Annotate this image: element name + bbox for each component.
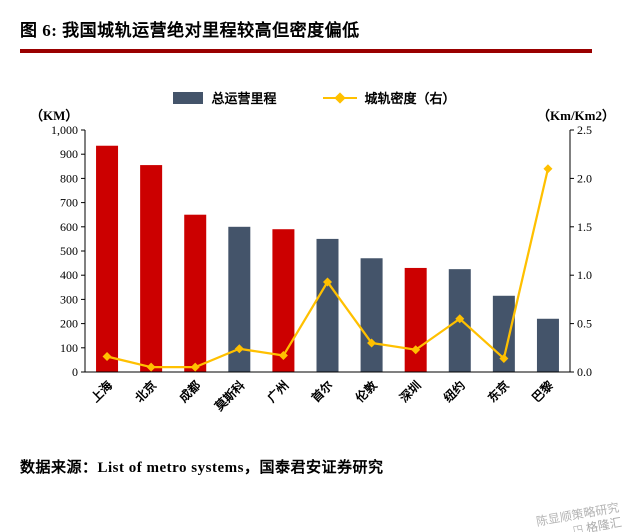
legend-bar-label: 总运营里程 [211, 91, 277, 106]
legend-item-line: 城轨密度（右） [322, 88, 456, 107]
chart-bar [360, 258, 383, 372]
data-source: 数据来源：List of metro systems，国泰君安证券研究 [20, 460, 384, 476]
legend-item-bar: 总运营里程 [173, 88, 277, 107]
tick-label: 0 [72, 365, 78, 379]
tick-label: 200 [60, 317, 78, 331]
chart-bar [272, 229, 295, 372]
legend-line-icon [322, 91, 357, 104]
category-label: 上海 [88, 378, 116, 406]
density-marker [234, 344, 244, 354]
chart-bar [140, 165, 163, 372]
chart-legend: 总运营里程 城轨密度（右） [0, 88, 629, 107]
density-marker [543, 164, 553, 174]
legend-bar-swatch-icon [173, 91, 204, 104]
chart-bar [404, 267, 427, 372]
watermark-logo-icon: ◳ [571, 522, 585, 532]
tick-label: 2.0 [577, 171, 592, 185]
chart-bar [184, 214, 207, 372]
watermark: 陈显顺策略研究 ◳ 格隆汇 [535, 500, 623, 532]
category-label: 伦敦 [352, 377, 380, 405]
tick-label: 0.5 [577, 317, 592, 331]
density-marker [190, 362, 200, 372]
density-marker [367, 338, 377, 348]
category-label: 广州 [264, 378, 292, 406]
combo-chart: 0 100 200 300 400 500 600 700 800 900 1,000 0.0 0.5 1… [51, 123, 592, 414]
tick-label: 600 [60, 220, 78, 234]
category-label: 北京 [132, 378, 160, 406]
tick-label: 300 [60, 292, 78, 306]
figure-title-block: 图 6: 我国城轨运营绝对里程较高但密度偏低 [20, 16, 592, 53]
tick-label: 100 [60, 341, 78, 355]
density-marker [102, 352, 112, 362]
tick-label: 800 [60, 171, 78, 185]
density-marker [278, 351, 288, 361]
category-label: 纽约 [440, 378, 468, 406]
density-marker [411, 345, 421, 355]
right-axis-unit: （Km/Km2） [537, 108, 615, 123]
tick-label: 1,000 [51, 123, 78, 137]
legend-line-label: 城轨密度（右） [364, 91, 456, 106]
density-marker [455, 314, 465, 324]
tick-label: 0.0 [577, 365, 592, 379]
density-marker [146, 362, 156, 372]
tick-label: 900 [60, 147, 78, 161]
category-label: 巴黎 [528, 378, 556, 406]
category-label: 东京 [484, 378, 512, 406]
density-marker [499, 353, 509, 363]
tick-label: 1.0 [577, 268, 592, 282]
category-label: 首尔 [308, 378, 336, 406]
density-marker [323, 277, 332, 287]
category-label: 莫斯科 [211, 378, 247, 414]
tick-label: 700 [60, 196, 78, 210]
tick-label: 500 [60, 244, 78, 258]
chart-bar [96, 145, 119, 372]
tick-label: 400 [60, 268, 78, 282]
chart-bar [316, 238, 339, 372]
tick-label: 2.5 [577, 123, 592, 137]
category-label: 深圳 [396, 378, 424, 406]
category-label: 成都 [176, 378, 204, 406]
tick-label: 1.5 [577, 220, 592, 234]
left-axis-unit: （KM） [30, 108, 79, 123]
figure-title: 图 6: 我国城轨运营绝对里程较高但密度偏低 [20, 21, 360, 40]
chart-bar [536, 318, 559, 372]
chart-area: 0 100 200 300 400 500 600 700 800 900 1,000 0.0 0.5 1… [0, 115, 629, 455]
chart-bar [228, 226, 251, 372]
